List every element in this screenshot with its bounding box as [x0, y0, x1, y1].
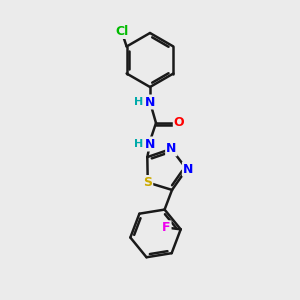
- Text: O: O: [174, 116, 184, 130]
- Text: Cl: Cl: [116, 25, 129, 38]
- Text: S: S: [143, 176, 152, 189]
- Text: H: H: [134, 139, 143, 149]
- Text: N: N: [145, 137, 155, 151]
- Text: N: N: [166, 142, 176, 155]
- Text: N: N: [145, 95, 155, 109]
- Text: F: F: [162, 221, 171, 234]
- Text: N: N: [183, 163, 193, 176]
- Text: H: H: [134, 97, 143, 107]
